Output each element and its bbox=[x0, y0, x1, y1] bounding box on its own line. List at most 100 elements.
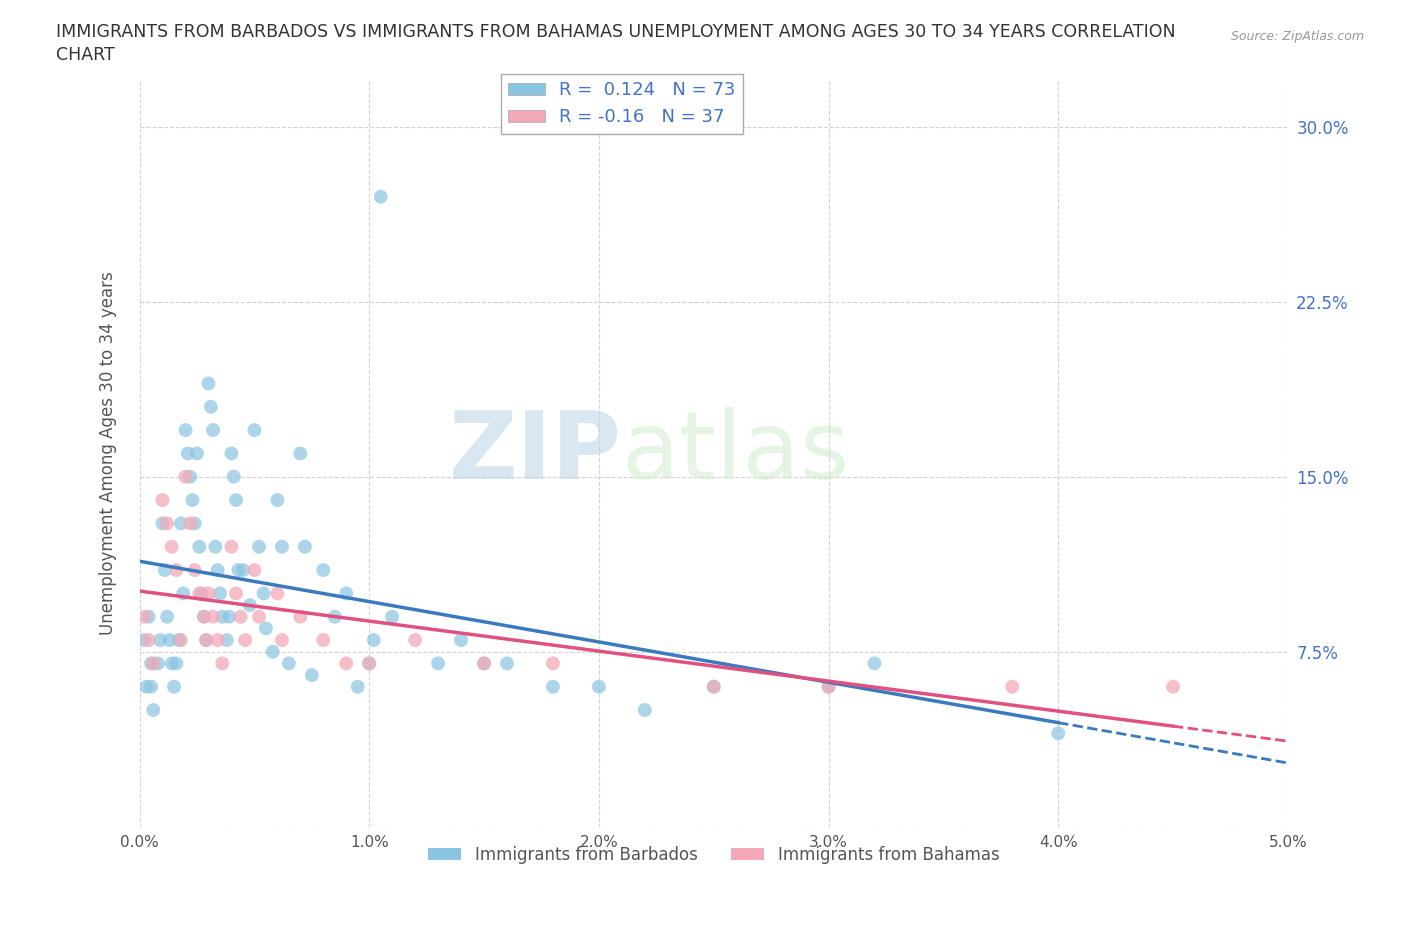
Point bbox=[359, 656, 381, 671]
Point bbox=[211, 609, 233, 624]
Point bbox=[252, 586, 274, 601]
Point bbox=[1001, 679, 1024, 694]
Point bbox=[225, 493, 247, 508]
Point bbox=[174, 422, 197, 437]
Point bbox=[703, 679, 725, 694]
Point bbox=[290, 446, 312, 461]
Point bbox=[134, 609, 156, 624]
Y-axis label: Unemployment Among Ages 30 to 34 years: Unemployment Among Ages 30 to 34 years bbox=[100, 272, 117, 635]
Point bbox=[165, 656, 187, 671]
Point bbox=[134, 632, 156, 647]
Point bbox=[221, 539, 243, 554]
Point bbox=[312, 632, 335, 647]
Point bbox=[211, 656, 233, 671]
Point bbox=[200, 399, 222, 414]
Point bbox=[634, 702, 657, 717]
Point bbox=[335, 656, 357, 671]
Point bbox=[197, 376, 219, 391]
Point bbox=[271, 632, 294, 647]
Point bbox=[301, 668, 323, 683]
Point bbox=[472, 656, 495, 671]
Text: atlas: atlas bbox=[621, 407, 851, 499]
Point bbox=[183, 563, 205, 578]
Point bbox=[156, 609, 179, 624]
Point bbox=[427, 656, 450, 671]
Point bbox=[188, 586, 211, 601]
Point bbox=[247, 539, 270, 554]
Point bbox=[346, 679, 368, 694]
Point bbox=[323, 609, 346, 624]
Point bbox=[863, 656, 886, 671]
Point bbox=[225, 586, 247, 601]
Point bbox=[139, 656, 162, 671]
Point bbox=[335, 586, 357, 601]
Point bbox=[218, 609, 240, 624]
Point bbox=[207, 632, 229, 647]
Text: CHART: CHART bbox=[56, 46, 115, 64]
Point bbox=[271, 539, 294, 554]
Point bbox=[142, 702, 165, 717]
Point bbox=[221, 446, 243, 461]
Point bbox=[277, 656, 299, 671]
Point bbox=[190, 586, 212, 601]
Point bbox=[179, 516, 201, 531]
Point bbox=[138, 609, 160, 624]
Point bbox=[167, 632, 190, 647]
Point bbox=[135, 679, 157, 694]
Point bbox=[156, 516, 179, 531]
Point bbox=[290, 609, 312, 624]
Point bbox=[239, 598, 262, 613]
Point bbox=[183, 516, 205, 531]
Point bbox=[541, 679, 564, 694]
Point bbox=[142, 656, 165, 671]
Point bbox=[160, 656, 183, 671]
Point bbox=[262, 644, 284, 659]
Point bbox=[588, 679, 610, 694]
Point bbox=[149, 632, 172, 647]
Text: ZIP: ZIP bbox=[449, 407, 621, 499]
Point bbox=[381, 609, 404, 624]
Point bbox=[195, 632, 218, 647]
Point bbox=[179, 470, 201, 485]
Point bbox=[1047, 726, 1070, 741]
Text: Source: ZipAtlas.com: Source: ZipAtlas.com bbox=[1230, 30, 1364, 43]
Point bbox=[193, 609, 215, 624]
Point bbox=[153, 563, 176, 578]
Point bbox=[202, 422, 225, 437]
Point bbox=[370, 190, 392, 205]
Point bbox=[138, 632, 160, 647]
Point bbox=[228, 563, 250, 578]
Point bbox=[496, 656, 519, 671]
Point bbox=[193, 609, 215, 624]
Point bbox=[363, 632, 385, 647]
Text: IMMIGRANTS FROM BARBADOS VS IMMIGRANTS FROM BAHAMAS UNEMPLOYMENT AMONG AGES 30 T: IMMIGRANTS FROM BARBADOS VS IMMIGRANTS F… bbox=[56, 23, 1175, 41]
Legend: Immigrants from Barbados, Immigrants from Bahamas: Immigrants from Barbados, Immigrants fro… bbox=[422, 839, 1007, 870]
Point bbox=[359, 656, 381, 671]
Point bbox=[215, 632, 238, 647]
Point bbox=[472, 656, 495, 671]
Point bbox=[172, 586, 194, 601]
Point bbox=[222, 470, 245, 485]
Point bbox=[170, 516, 193, 531]
Point bbox=[152, 493, 174, 508]
Point bbox=[817, 679, 839, 694]
Point bbox=[208, 586, 231, 601]
Point bbox=[254, 621, 277, 636]
Point bbox=[229, 609, 252, 624]
Point bbox=[703, 679, 725, 694]
Point bbox=[1161, 679, 1184, 694]
Point bbox=[243, 422, 266, 437]
Point bbox=[139, 679, 162, 694]
Point bbox=[312, 563, 335, 578]
Point bbox=[195, 632, 218, 647]
Point bbox=[165, 563, 187, 578]
Point bbox=[174, 470, 197, 485]
Point bbox=[266, 586, 288, 601]
Point bbox=[232, 563, 254, 578]
Point bbox=[541, 656, 564, 671]
Point bbox=[197, 586, 219, 601]
Point bbox=[404, 632, 426, 647]
Point bbox=[247, 609, 270, 624]
Point bbox=[170, 632, 193, 647]
Point bbox=[146, 656, 169, 671]
